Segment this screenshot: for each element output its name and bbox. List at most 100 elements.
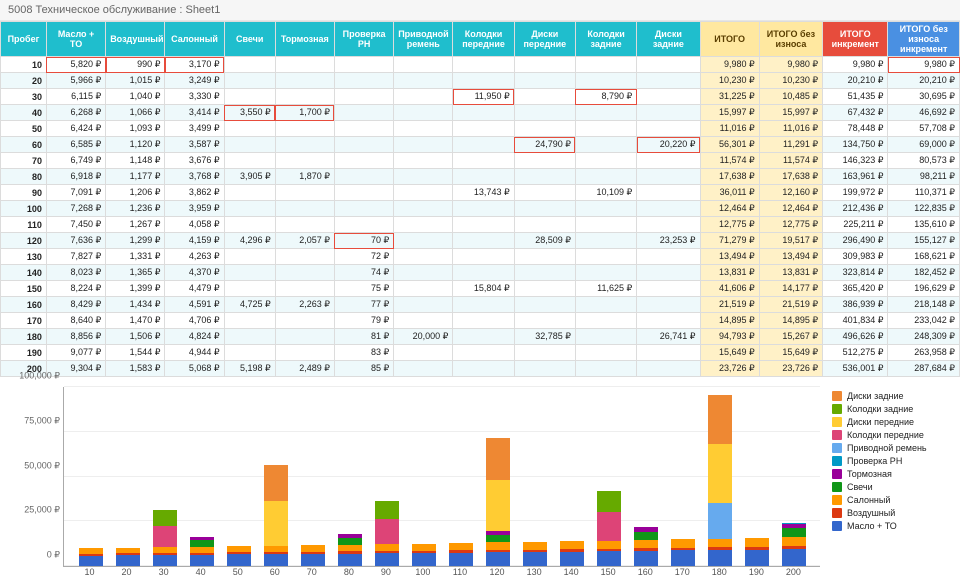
column-header[interactable]: Проверка РН [334,22,393,57]
value-cell[interactable]: 3,768 ₽ [165,169,224,185]
value-cell[interactable]: 15,804 ₽ [453,281,514,297]
value-cell[interactable] [224,89,275,105]
mileage-cell[interactable]: 70 [1,153,47,169]
column-header[interactable]: Колодки задние [575,22,636,57]
value-cell[interactable] [453,169,514,185]
value-cell[interactable] [394,185,453,201]
value-cell[interactable]: 7,827 ₽ [46,249,105,265]
value-cell[interactable] [637,169,700,185]
value-cell[interactable] [637,153,700,169]
value-cell[interactable] [514,297,575,313]
column-header[interactable]: Приводной ремень [394,22,453,57]
mileage-cell[interactable]: 50 [1,121,47,137]
value-cell[interactable] [575,105,636,121]
value-cell[interactable] [394,313,453,329]
value-cell[interactable]: 72 ₽ [334,249,393,265]
table-row[interactable]: 606,585 ₽1,120 ₽3,587 ₽24,790 ₽20,220 ₽5… [1,137,960,153]
value-cell[interactable]: 4,159 ₽ [165,233,224,249]
value-cell[interactable]: 1,434 ₽ [106,297,165,313]
value-cell[interactable] [394,281,453,297]
value-cell[interactable] [224,137,275,153]
total-cell[interactable]: 9,980 ₽ [888,57,960,73]
value-cell[interactable] [453,57,514,73]
maintenance-table[interactable]: ПробегМасло + ТОВоздушныйСалонныйСвечиТо… [0,21,960,377]
total-cell[interactable]: 20,210 ₽ [888,73,960,89]
value-cell[interactable] [514,345,575,361]
value-cell[interactable] [275,313,334,329]
value-cell[interactable]: 1,015 ₽ [106,73,165,89]
mileage-cell[interactable]: 40 [1,105,47,121]
total-cell[interactable]: 13,831 ₽ [759,265,822,281]
value-cell[interactable]: 4,706 ₽ [165,313,224,329]
value-cell[interactable] [514,265,575,281]
value-cell[interactable]: 1,470 ₽ [106,313,165,329]
value-cell[interactable]: 4,725 ₽ [224,297,275,313]
value-cell[interactable] [514,105,575,121]
value-cell[interactable] [637,105,700,121]
value-cell[interactable]: 83 ₽ [334,345,393,361]
value-cell[interactable]: 3,905 ₽ [224,169,275,185]
value-cell[interactable] [514,281,575,297]
value-cell[interactable]: 79 ₽ [334,313,393,329]
value-cell[interactable] [224,217,275,233]
value-cell[interactable]: 4,370 ₽ [165,265,224,281]
total-cell[interactable]: 401,834 ₽ [823,313,888,329]
value-cell[interactable]: 77 ₽ [334,297,393,313]
value-cell[interactable]: 1,331 ₽ [106,249,165,265]
value-cell[interactable] [575,121,636,137]
value-cell[interactable]: 3,550 ₽ [224,105,275,121]
value-cell[interactable] [394,121,453,137]
table-row[interactable]: 1107,450 ₽1,267 ₽4,058 ₽12,775 ₽12,775 ₽… [1,217,960,233]
value-cell[interactable]: 24,790 ₽ [514,137,575,153]
value-cell[interactable] [514,121,575,137]
value-cell[interactable] [637,89,700,105]
total-cell[interactable]: 15,649 ₽ [759,345,822,361]
value-cell[interactable] [637,281,700,297]
value-cell[interactable] [453,105,514,121]
total-cell[interactable]: 296,490 ₽ [823,233,888,249]
value-cell[interactable] [275,73,334,89]
table-row[interactable]: 1307,827 ₽1,331 ₽4,263 ₽72 ₽13,494 ₽13,4… [1,249,960,265]
mileage-cell[interactable]: 160 [1,297,47,313]
total-cell[interactable]: 19,517 ₽ [759,233,822,249]
value-cell[interactable] [275,153,334,169]
mileage-cell[interactable]: 30 [1,89,47,105]
value-cell[interactable]: 4,296 ₽ [224,233,275,249]
total-cell[interactable]: 14,895 ₽ [700,313,759,329]
value-cell[interactable] [275,137,334,153]
value-cell[interactable]: 1,870 ₽ [275,169,334,185]
total-cell[interactable]: 135,610 ₽ [888,217,960,233]
mileage-cell[interactable]: 60 [1,137,47,153]
value-cell[interactable] [514,361,575,377]
table-row[interactable]: 706,749 ₽1,148 ₽3,676 ₽11,574 ₽11,574 ₽1… [1,153,960,169]
value-cell[interactable] [637,185,700,201]
value-cell[interactable]: 11,950 ₽ [453,89,514,105]
total-cell[interactable]: 78,448 ₽ [823,121,888,137]
value-cell[interactable]: 11,625 ₽ [575,281,636,297]
value-cell[interactable]: 26,741 ₽ [637,329,700,345]
value-cell[interactable] [224,313,275,329]
value-cell[interactable]: 1,120 ₽ [106,137,165,153]
total-cell[interactable]: 71,279 ₽ [700,233,759,249]
value-cell[interactable]: 20,000 ₽ [394,329,453,345]
total-cell[interactable]: 15,649 ₽ [700,345,759,361]
value-cell[interactable]: 7,268 ₽ [46,201,105,217]
total-cell[interactable]: 218,148 ₽ [888,297,960,313]
value-cell[interactable] [275,57,334,73]
total-cell[interactable]: 98,211 ₽ [888,169,960,185]
value-cell[interactable]: 3,249 ₽ [165,73,224,89]
value-cell[interactable]: 5,198 ₽ [224,361,275,377]
value-cell[interactable]: 3,330 ₽ [165,89,224,105]
mileage-cell[interactable]: 180 [1,329,47,345]
total-cell[interactable]: 14,177 ₽ [759,281,822,297]
column-header[interactable]: ИТОГО [700,22,759,57]
value-cell[interactable]: 3,959 ₽ [165,201,224,217]
column-header[interactable]: Диски передние [514,22,575,57]
value-cell[interactable] [394,153,453,169]
value-cell[interactable]: 10,109 ₽ [575,185,636,201]
value-cell[interactable] [334,73,393,89]
value-cell[interactable] [575,361,636,377]
value-cell[interactable] [514,153,575,169]
total-cell[interactable]: 17,638 ₽ [759,169,822,185]
value-cell[interactable] [637,201,700,217]
